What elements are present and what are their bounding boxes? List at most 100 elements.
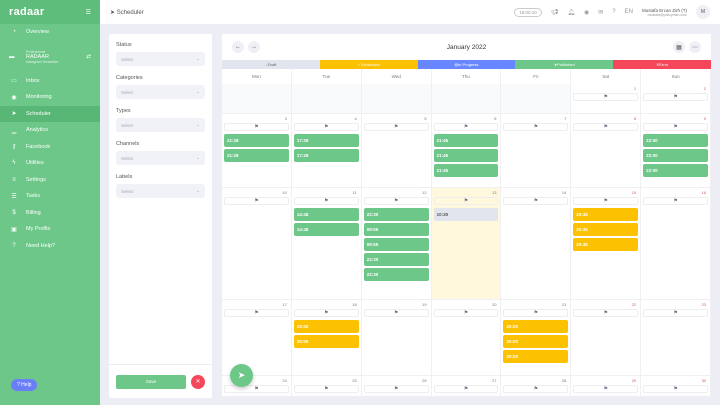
sidebar-item-tasks[interactable]: ☰ Tasks (0, 188, 100, 205)
question-icon[interactable]: ? (612, 9, 616, 15)
day-cell[interactable]: 23 ⚑ (641, 300, 711, 375)
event-scheduled[interactable]: 20:45 (573, 208, 639, 221)
day-cell[interactable]: 4 ⚑ 17:28 17:28 (292, 114, 362, 187)
event-scheduled[interactable]: 20:45 (573, 238, 639, 251)
add-post-slot[interactable]: ⚑ (503, 309, 569, 317)
event-published[interactable]: 21:28 (224, 149, 289, 162)
event-published[interactable]: 17:28 (293, 134, 359, 147)
sidebar-item-monitoring[interactable]: ◉ Monitoring (0, 89, 100, 106)
add-post-slot[interactable]: ⚑ (643, 123, 709, 131)
switch-icon[interactable]: ⇄ (86, 53, 91, 60)
filter-categories-select[interactable]: Select ⌄ (116, 85, 205, 99)
eye-icon[interactable]: ◉ (584, 9, 590, 16)
new-post-button[interactable]: ➤ (230, 364, 253, 387)
add-post-slot[interactable]: ⚑ (643, 309, 709, 317)
add-post-slot[interactable]: ⚑ (503, 385, 569, 393)
day-cell[interactable]: 1 ⚑ (571, 84, 642, 113)
add-post-slot[interactable]: ⚑ (433, 385, 499, 393)
event-published[interactable]: 09:55 (363, 223, 429, 236)
day-cell[interactable]: 21 ⚑ 20:00 20:00 20:00 (501, 300, 572, 375)
sidebar-item-scheduler[interactable]: ➤ Scheduler (0, 105, 100, 122)
day-cell[interactable]: 26 ⚑ (362, 376, 432, 396)
filter-labels-select[interactable]: Select ⌄ (116, 184, 205, 198)
event-published[interactable]: 22:30 (363, 208, 429, 221)
day-cell[interactable]: 3 ⚑ 21:28 21:28 (222, 114, 292, 187)
help-button[interactable]: ? Help (11, 379, 38, 391)
sidebar-item-utilities[interactable]: ϟ Utilities (0, 155, 100, 172)
event-scheduled[interactable]: 20:00 (293, 320, 359, 333)
sidebar-item-need-help[interactable]: ? Need Help? (0, 238, 100, 255)
event-published[interactable]: 14:48 (293, 223, 359, 236)
event-published[interactable]: 21:28 (224, 134, 289, 147)
event-published[interactable]: 22:00 (643, 149, 709, 162)
day-cell[interactable]: 8 ⚑ (571, 114, 642, 187)
add-post-slot[interactable]: ⚑ (433, 309, 499, 317)
event-scheduled[interactable]: 20:00 (503, 320, 569, 333)
day-cell[interactable]: 18 ⚑ 20:00 20:00 (292, 300, 362, 375)
event-draft[interactable]: 10:30 (433, 208, 499, 221)
calendar-view-button[interactable]: ▦ (673, 41, 685, 53)
add-post-slot[interactable]: ⚑ (224, 309, 289, 317)
sidebar-item-my-profile[interactable]: ▣ My Profile (0, 221, 100, 238)
add-post-slot[interactable]: ⚑ (224, 385, 289, 393)
legend-published[interactable]: ➤ Published (515, 60, 614, 69)
add-post-slot[interactable]: ⚑ (363, 309, 429, 317)
event-published[interactable]: 21:45 (433, 164, 499, 177)
avatar[interactable]: M (696, 5, 710, 19)
event-published[interactable]: 09:55 (363, 238, 429, 251)
save-button[interactable]: Save (116, 374, 186, 389)
event-published[interactable]: 22:30 (363, 268, 429, 281)
menu-toggle-icon[interactable]: ☰ (85, 9, 91, 16)
event-published[interactable]: 22:00 (643, 134, 709, 147)
day-cell[interactable]: 24 ⚑ (222, 376, 292, 396)
day-cell[interactable]: 9 ⚑ 22:00 22:00 22:00 (641, 114, 711, 187)
workspace-switcher[interactable]: ▬ Professional RADAAR Instagram Scheduler ⇄ (0, 41, 100, 73)
event-scheduled[interactable]: 20:00 (503, 335, 569, 348)
add-post-slot[interactable]: ⚑ (224, 197, 289, 205)
add-post-slot[interactable]: ⚑ (293, 385, 359, 393)
day-cell[interactable]: 28 ⚑ (501, 376, 572, 396)
add-post-slot[interactable]: ⚑ (363, 385, 429, 393)
user-info[interactable]: Mustafa Ercan Zirh (T) mustafa@policyman.… (642, 8, 687, 17)
day-cell[interactable]: 29 ⚑ (571, 376, 642, 396)
day-cell[interactable]: 30 ⚑ (641, 376, 711, 396)
logo[interactable]: radaar ☰ (0, 0, 100, 24)
event-published[interactable]: 17:28 (293, 149, 359, 162)
megaphone-icon[interactable]: 📢︎ (550, 9, 559, 16)
add-post-slot[interactable]: ⚑ (643, 385, 709, 393)
day-cell[interactable]: 13 ⚑ 10:30 (431, 188, 502, 299)
legend-in-progress[interactable]: ◍ In Progress (417, 60, 516, 69)
add-post-slot[interactable]: ⚑ (503, 123, 569, 131)
add-post-slot[interactable]: ⚑ (293, 309, 359, 317)
add-post-slot[interactable]: ⚑ (433, 123, 499, 131)
legend-scheduled[interactable]: ✓ Scheduled (319, 60, 418, 69)
sidebar-item-settings[interactable]: ≡ Settings (0, 172, 100, 189)
day-cell[interactable]: 12 ⚑ 22:30 09:55 09:55 22:30 22:30 (362, 188, 432, 299)
sidebar-item-analytics[interactable]: ▁ Analytics (0, 122, 100, 139)
prev-month-button[interactable]: ← (232, 41, 244, 53)
event-published[interactable]: 21:45 (433, 134, 499, 147)
legend-error[interactable]: ✕ Error (613, 60, 711, 69)
event-scheduled[interactable]: 20:45 (573, 223, 639, 236)
add-post-slot[interactable]: ⚑ (433, 197, 499, 205)
sidebar-item-overview[interactable]: ◔ Overview (0, 24, 100, 41)
day-cell[interactable]: 16 ⚑ (641, 188, 711, 299)
add-post-slot[interactable]: ⚑ (363, 197, 429, 205)
add-post-slot[interactable]: ⚑ (363, 123, 429, 131)
clear-filters-button[interactable]: ✕ (191, 374, 205, 389)
day-cell[interactable]: 11 ⚑ 14:48 14:48 (292, 188, 362, 299)
day-cell[interactable]: 14 ⚑ (501, 188, 572, 299)
day-cell[interactable]: 7 ⚑ (501, 114, 572, 187)
day-cell[interactable]: 25 ⚑ (292, 376, 362, 396)
event-scheduled[interactable]: 20:00 (293, 335, 359, 348)
add-post-slot[interactable]: ⚑ (643, 93, 709, 101)
more-options-button[interactable]: ⋯ (689, 41, 701, 53)
add-post-slot[interactable]: ⚑ (573, 93, 639, 101)
day-cell[interactable]: 22 ⚑ (571, 300, 642, 375)
event-published[interactable]: 21:45 (433, 149, 499, 162)
sidebar-item-inbox[interactable]: ▭ Inbox (0, 73, 100, 90)
add-post-slot[interactable]: ⚑ (643, 197, 709, 205)
day-cell[interactable]: 19 ⚑ (362, 300, 432, 375)
add-post-slot[interactable]: ⚑ (503, 197, 569, 205)
day-cell[interactable]: 10 ⚑ (222, 188, 292, 299)
